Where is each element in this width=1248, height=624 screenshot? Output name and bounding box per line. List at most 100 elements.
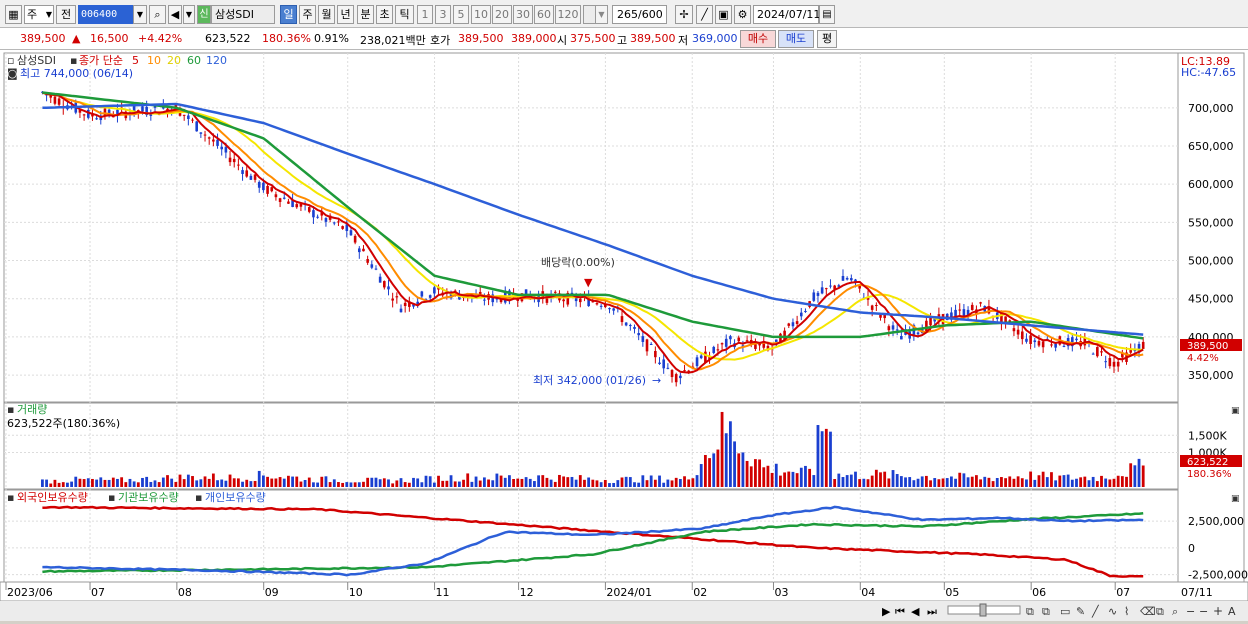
price-y-tick: 600,000 <box>1188 178 1234 191</box>
volume-bar <box>541 475 545 487</box>
speaker-icon[interactable]: ◀ <box>168 5 182 24</box>
volume-bar <box>78 478 82 487</box>
candle-body <box>674 374 678 383</box>
scroll-prev-icon[interactable]: ◀ <box>911 605 920 618</box>
volume-bar <box>508 475 511 487</box>
layout-icon[interactable]: ▦ <box>5 5 22 24</box>
open-label: 시 <box>557 34 568 47</box>
prev-button[interactable]: 전 <box>56 5 76 24</box>
candle-body <box>249 175 253 180</box>
period-second-button[interactable]: 초 <box>376 5 393 24</box>
crosshair-icon[interactable]: ✢ <box>675 5 693 24</box>
scroll-last-icon[interactable]: ⏭ <box>927 605 937 618</box>
code-dropdown-icon[interactable]: ▼ <box>133 5 147 24</box>
period-minute-button[interactable]: 분 <box>357 5 374 24</box>
save-icon[interactable]: ▣ <box>715 5 732 24</box>
holding-panel-close-icon[interactable]: ▣ <box>1231 494 1240 504</box>
volume-bar <box>870 475 874 487</box>
pattern-tool-icon[interactable]: ⌇ <box>1124 605 1129 618</box>
candle-body <box>516 299 520 301</box>
sell-button[interactable]: 매도 <box>778 30 814 48</box>
candle-body <box>649 343 653 345</box>
chart-area[interactable]: 2023/06 07 08 09 10 11 12 2024/01 02 03 04 05 06 07 07… <box>0 50 1248 621</box>
high-label: 고 <box>617 34 628 47</box>
calendar-icon[interactable]: ▤ <box>819 5 835 24</box>
zoom-in-icon[interactable]: + <box>1213 604 1223 618</box>
search-icon[interactable]: ⌕ <box>149 5 166 24</box>
curve-tool-icon[interactable]: ∿ <box>1108 605 1117 618</box>
candle-body <box>262 182 265 191</box>
candle-body <box>699 355 703 359</box>
interval-10-button[interactable]: 10 <box>471 5 491 24</box>
candle-body <box>791 322 795 327</box>
candle-body <box>587 296 590 307</box>
volume-bar <box>70 481 74 487</box>
stock-code-input[interactable]: 006400 <box>78 5 133 24</box>
period-month-button[interactable]: 월 <box>318 5 335 24</box>
zoom-out-icon[interactable]: − <box>1186 605 1195 618</box>
candle-body <box>95 118 98 120</box>
volume-bar <box>270 478 274 487</box>
period-select[interactable]: 주 ▼ <box>24 5 54 24</box>
window-tile-icon[interactable]: ⧉ <box>1026 605 1034 618</box>
volume-bar <box>1016 476 1020 487</box>
volume-bar <box>345 482 349 487</box>
volume-bar <box>120 477 124 487</box>
candle-body <box>958 309 962 311</box>
period-week-button[interactable]: 주 <box>299 5 316 24</box>
candle-body <box>116 109 119 116</box>
line-tool-icon[interactable]: ╱ <box>1091 604 1100 618</box>
stock-chart-svg[interactable]: 2023/06 07 08 09 10 11 12 2024/01 02 03 04 05 06 07 07… <box>0 50 1248 621</box>
interval-30-button[interactable]: 30 <box>513 5 533 24</box>
volume-bar <box>779 475 782 487</box>
candle-body <box>132 105 136 115</box>
font-size-icon[interactable]: A <box>1228 605 1236 618</box>
candle-body <box>970 304 974 311</box>
speaker-dropdown-icon[interactable]: ▼ <box>183 5 195 24</box>
buy-button[interactable]: 매수 <box>740 30 776 48</box>
zoom-slider-handle[interactable] <box>979 603 987 617</box>
volume-bar <box>716 449 720 487</box>
volume-bar <box>199 479 203 487</box>
candle-body <box>187 115 190 120</box>
candle-body <box>1000 313 1003 325</box>
candle-body <box>720 343 724 345</box>
volume-bar <box>1137 458 1141 487</box>
bottom-scroll-bar[interactable] <box>0 601 1248 621</box>
period-tick-button[interactable]: 틱 <box>395 5 414 24</box>
count-field[interactable]: 265/600 <box>612 5 667 24</box>
interval-dropdown-icon[interactable]: ▼ <box>595 5 608 24</box>
candle-body <box>954 309 957 317</box>
window-layout-icon[interactable]: ▭ <box>1060 605 1070 618</box>
zoom-search-icon[interactable]: ⌕ <box>1172 605 1178 618</box>
volume-bar <box>1141 465 1145 487</box>
period-day-button[interactable]: 일 <box>280 5 297 24</box>
period-year-button[interactable]: 년 <box>337 5 354 24</box>
trend-tool-icon[interactable]: ╱ <box>696 5 713 24</box>
volume-bar <box>1087 480 1091 487</box>
copy-tool-icon[interactable]: ⧉ <box>1156 605 1164 618</box>
interval-5-button[interactable]: 5 <box>453 5 469 24</box>
interval-20-button[interactable]: 20 <box>492 5 512 24</box>
volume-panel-close-icon[interactable]: ▣ <box>1231 406 1240 416</box>
draw-tools-icon[interactable]: ✎ <box>1076 605 1085 618</box>
interval-60-button[interactable]: 60 <box>534 5 554 24</box>
x-tick-label: 06 <box>1032 586 1046 599</box>
interval-1-button[interactable]: 1 <box>417 5 433 24</box>
date-field[interactable]: 2024/07/11 <box>753 5 820 24</box>
eval-button[interactable]: 평 <box>817 30 837 48</box>
scroll-first-icon[interactable]: ⏮ <box>895 605 905 618</box>
interval-120-button[interactable]: 120 <box>555 5 581 24</box>
volume-bar <box>924 475 928 487</box>
candle-body <box>41 91 44 93</box>
candle-body <box>499 298 503 303</box>
candle-body <box>779 333 782 344</box>
window-copy-icon[interactable]: ⧉ <box>1042 605 1050 618</box>
gear-icon[interactable]: ⚙ <box>734 5 751 24</box>
erase-tool-icon[interactable]: ⌫ <box>1140 605 1156 618</box>
zoom-minus-icon[interactable]: − <box>1199 605 1208 618</box>
price-change-pct: +4.42% <box>138 32 183 45</box>
candle-body <box>695 357 699 367</box>
scroll-right-icon[interactable]: ▶ <box>882 605 891 618</box>
interval-3-button[interactable]: 3 <box>435 5 451 24</box>
